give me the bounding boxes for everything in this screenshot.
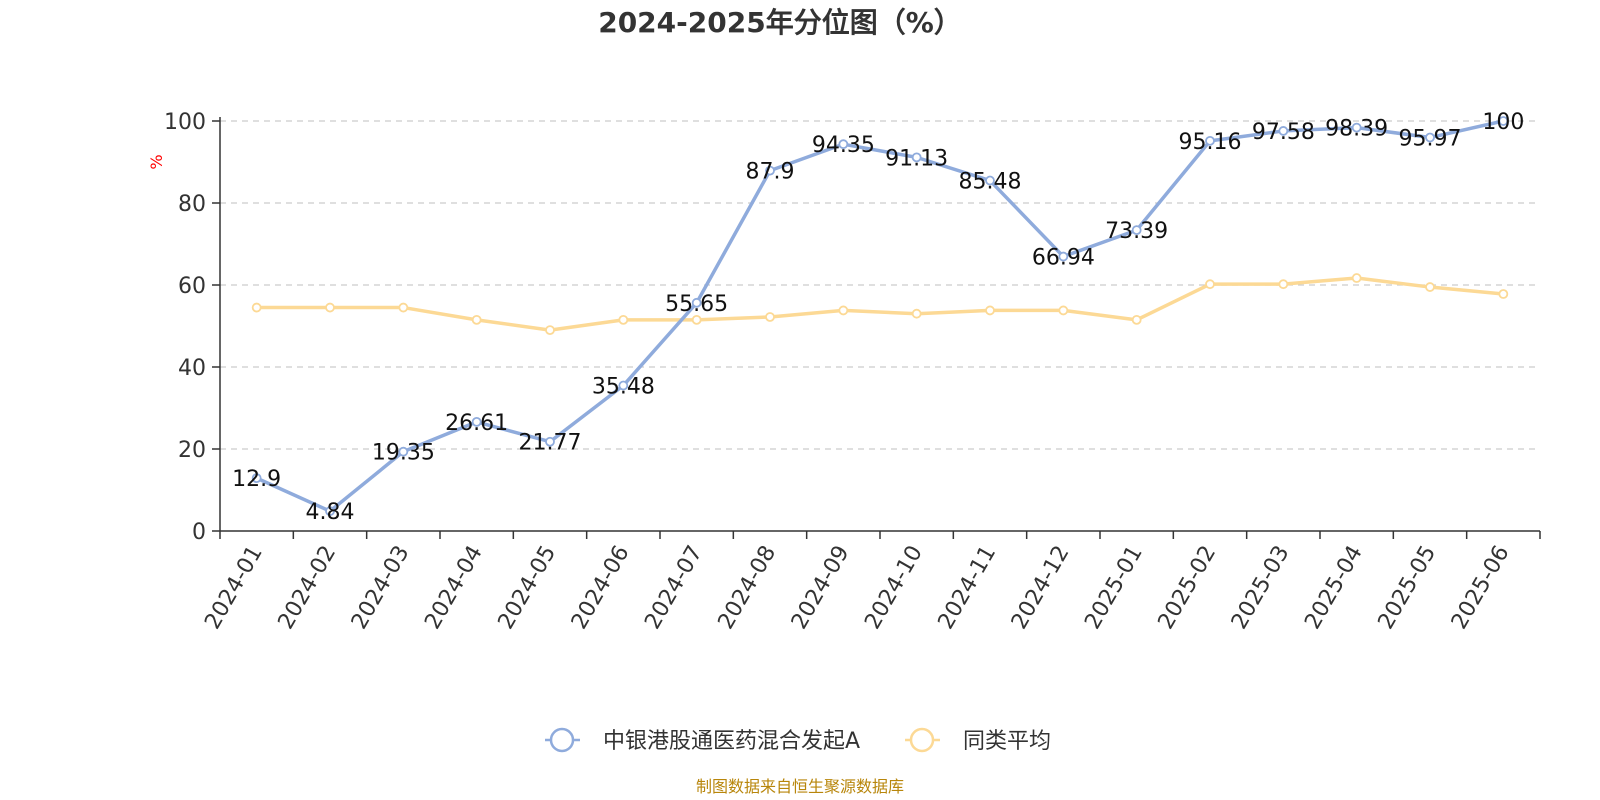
series-1-point[interactable] bbox=[1278, 126, 1289, 136]
x-tick-label: 2024-11 bbox=[934, 542, 1002, 634]
series-1-data-label: 21.77 bbox=[519, 431, 582, 456]
series-1-point[interactable] bbox=[838, 139, 849, 150]
series-1-point[interactable] bbox=[691, 297, 702, 308]
series-1-data-label: 85.48 bbox=[959, 170, 1022, 195]
series-2-point[interactable] bbox=[1205, 279, 1215, 290]
legend: 中银港股通医药混合发起A 同类平均 bbox=[545, 727, 1051, 754]
x-tick-label: 2024-06 bbox=[567, 542, 635, 634]
source-footnote: 制图数据来自恒生聚源数据库 bbox=[696, 777, 904, 796]
legend-item-series-1[interactable]: 中银港股通医药混合发起A bbox=[545, 727, 860, 754]
y-tick-label: 0 bbox=[192, 520, 206, 545]
series-2-point[interactable] bbox=[1425, 282, 1435, 292]
x-tick-label: 2024-01 bbox=[200, 542, 268, 634]
series-1-data-label: 4.84 bbox=[306, 500, 355, 525]
y-axis-unit-label: % bbox=[147, 154, 166, 169]
x-tick-label: 2024-03 bbox=[347, 542, 415, 634]
series-1-data-label: 94.35 bbox=[812, 133, 875, 158]
series-2-line bbox=[256, 276, 1504, 332]
legend-series-2-label: 同类平均 bbox=[963, 729, 1051, 754]
x-tick-label: 2024-08 bbox=[714, 542, 782, 634]
series-1-point[interactable] bbox=[1351, 122, 1362, 133]
series-1-data-label: 98.39 bbox=[1325, 117, 1388, 142]
x-tick-label: 2024-10 bbox=[860, 542, 928, 634]
series-1-data-label: 95.97 bbox=[1399, 127, 1462, 152]
series-2-point[interactable] bbox=[325, 302, 335, 313]
series-1-data-label: 35.48 bbox=[592, 375, 655, 400]
x-tick-label: 2025-02 bbox=[1154, 542, 1222, 634]
series-2-point[interactable] bbox=[1131, 314, 1142, 325]
series-2-point[interactable] bbox=[985, 305, 995, 316]
x-tick-label: 2025-06 bbox=[1447, 542, 1515, 634]
series-1-point[interactable] bbox=[471, 416, 482, 427]
series-2-point[interactable] bbox=[1351, 273, 1362, 283]
chart-title: 2024-2025年分位图（%） bbox=[598, 6, 962, 39]
x-tick-label: 2024-07 bbox=[640, 542, 708, 634]
series-2-point[interactable] bbox=[838, 305, 849, 316]
series-1-point[interactable] bbox=[765, 165, 775, 176]
legend-series-2-marker bbox=[909, 727, 935, 753]
series-2-point[interactable] bbox=[765, 312, 775, 322]
y-tick-label: 80 bbox=[178, 192, 206, 217]
series-1-point[interactable] bbox=[1425, 132, 1435, 143]
y-tick-label: 60 bbox=[178, 274, 206, 299]
series-2-point[interactable] bbox=[691, 314, 702, 325]
series-1-data-label: 95.16 bbox=[1179, 130, 1242, 155]
x-tick-label: 2024-09 bbox=[787, 542, 855, 634]
data-labels: 12.9 4.84 19.35 26.61 21.77 35.48 55.65 87.9 94.… bbox=[232, 110, 1524, 525]
x-tick-label: 2025-04 bbox=[1300, 542, 1368, 634]
legend-series-1-marker bbox=[549, 727, 575, 753]
series-1-data-label: 73.39 bbox=[1105, 219, 1168, 244]
series-2-point[interactable] bbox=[1498, 289, 1509, 299]
series-2-point[interactable] bbox=[471, 314, 482, 325]
series-2-point[interactable] bbox=[1058, 305, 1069, 316]
y-tick-label: 40 bbox=[178, 356, 206, 381]
series-1-line bbox=[255, 119, 1504, 513]
series-2-point[interactable] bbox=[398, 302, 409, 313]
x-tick-label: 2024-04 bbox=[420, 542, 488, 634]
series-1-data-label: 66.94 bbox=[1032, 246, 1095, 271]
series-1-point[interactable] bbox=[251, 473, 262, 484]
series-1-data-label: 100 bbox=[1482, 110, 1524, 135]
series-1-point[interactable] bbox=[1498, 116, 1509, 126]
legend-item-series-2[interactable]: 同类平均 bbox=[905, 727, 1051, 754]
x-tick-label: 2025-01 bbox=[1080, 542, 1148, 634]
series-2-point[interactable] bbox=[1278, 279, 1289, 290]
series-1-point[interactable] bbox=[1131, 225, 1142, 236]
series-1-point[interactable] bbox=[911, 152, 922, 163]
x-tick-label: 2025-03 bbox=[1227, 542, 1295, 634]
series-2-point[interactable] bbox=[251, 302, 262, 313]
series-1-point[interactable] bbox=[1058, 251, 1069, 262]
y-tick-label: 100 bbox=[164, 110, 206, 135]
series-1-data-label: 26.61 bbox=[445, 411, 508, 436]
series-1-data-label: 19.35 bbox=[372, 441, 435, 466]
series-2-point[interactable] bbox=[618, 314, 629, 325]
x-tick-label: 2024-05 bbox=[494, 542, 562, 634]
series-1-point[interactable] bbox=[545, 436, 555, 447]
y-tick-label: 20 bbox=[178, 438, 206, 463]
legend-series-1-label: 中银港股通医药混合发起A bbox=[603, 729, 860, 754]
series-2-point[interactable] bbox=[545, 325, 555, 336]
series-1-data-label: 91.13 bbox=[885, 146, 948, 171]
series-1-data-label: 55.65 bbox=[665, 292, 728, 317]
series-1-data-label: 12.9 bbox=[232, 467, 281, 492]
series-1-point[interactable] bbox=[985, 175, 995, 186]
series-1-point[interactable] bbox=[1205, 135, 1215, 146]
series-1-data-label: 87.9 bbox=[746, 160, 795, 185]
series-1-point[interactable] bbox=[398, 446, 409, 457]
x-tick-label: 2024-12 bbox=[1007, 542, 1075, 634]
x-tick-label: 2024-02 bbox=[274, 542, 342, 634]
series-1-data-label: 97.58 bbox=[1252, 120, 1315, 145]
axes: 0 20 40 60 80 100 2024-01 2024-02 2024-03 2024-04… bbox=[164, 110, 1541, 634]
series-1-point[interactable] bbox=[325, 506, 335, 517]
gridlines bbox=[220, 120, 1540, 450]
series-lines bbox=[251, 116, 1509, 517]
x-tick-label: 2025-05 bbox=[1374, 542, 1442, 634]
series-2-point[interactable] bbox=[911, 308, 922, 319]
series-1-point[interactable] bbox=[618, 380, 629, 391]
